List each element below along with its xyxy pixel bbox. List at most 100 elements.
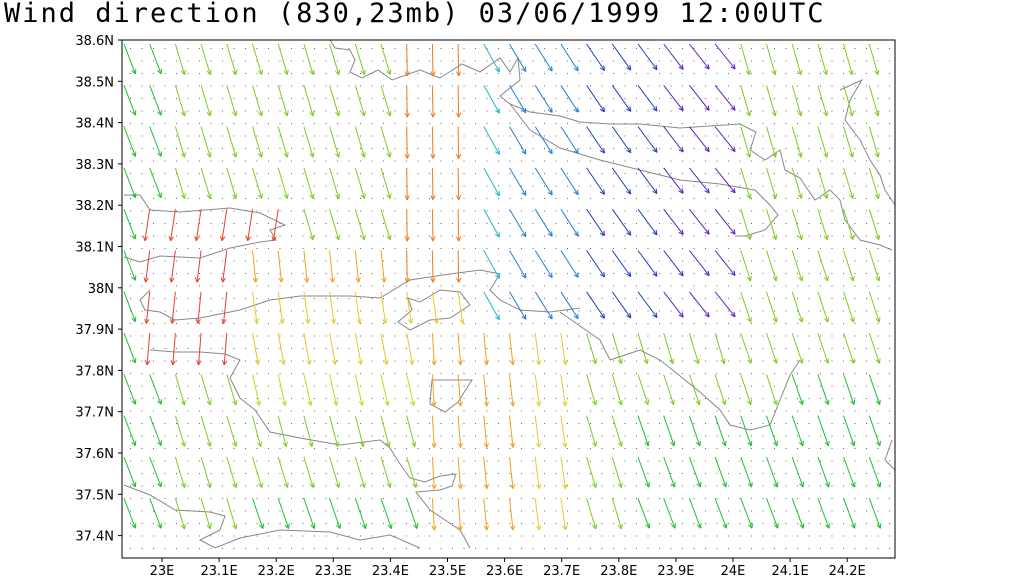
wind-arrow xyxy=(329,498,342,529)
wind-arrow xyxy=(560,167,579,196)
wind-arrow xyxy=(560,333,568,366)
wind-arrow xyxy=(123,332,137,364)
wind-arrow xyxy=(174,456,186,489)
wind-arrow xyxy=(637,332,649,365)
lon-label: 23.4E xyxy=(372,564,409,579)
coastline-east xyxy=(839,78,896,206)
wind-arrow xyxy=(586,291,605,319)
wind-arrow xyxy=(817,456,830,488)
wind-arrow xyxy=(637,250,658,277)
wind-arrow xyxy=(714,126,736,153)
lat-label: 37.4N xyxy=(75,530,114,545)
wind-arrow xyxy=(221,333,228,366)
wind-arrow xyxy=(149,43,162,75)
wind-arrow xyxy=(354,498,367,529)
wind-arrow xyxy=(817,167,829,199)
wind-arrow xyxy=(252,456,263,488)
wind-arrow xyxy=(766,374,778,406)
wind-arrow xyxy=(534,291,553,320)
wind-arrow xyxy=(791,291,804,323)
wind-arrow xyxy=(303,456,315,488)
wind-arrow xyxy=(637,374,650,406)
lon-label: 23.8E xyxy=(600,564,637,579)
wind-arrow xyxy=(817,250,829,282)
wind-arrow xyxy=(868,374,881,406)
wind-arrow xyxy=(457,415,463,448)
wind-arrow xyxy=(200,415,212,447)
wind-arrow xyxy=(714,291,736,318)
wind-arrow xyxy=(170,333,176,366)
wind-arrow xyxy=(277,250,284,283)
wind-arrow xyxy=(586,374,598,406)
map-title: Wind direction (830,23mb) 03/06/1999 12:… xyxy=(4,0,826,29)
wind-arrow xyxy=(174,167,186,199)
wind-arrow xyxy=(560,415,568,448)
lat-label: 38.4N xyxy=(75,117,114,132)
wind-arrow xyxy=(483,126,500,155)
wind-arrow xyxy=(611,374,623,406)
wind-arrow xyxy=(817,332,830,364)
wind-arrow xyxy=(843,291,855,323)
wind-arrow xyxy=(843,250,855,282)
wind-arrow xyxy=(817,126,829,158)
wind-arrow xyxy=(303,415,314,448)
wind-arrow xyxy=(611,332,623,365)
wind-arrow xyxy=(430,209,436,242)
wind-arrow xyxy=(380,85,392,117)
wind-arrow xyxy=(560,374,568,407)
lon-label: 23.5E xyxy=(429,564,466,579)
wind-arrow xyxy=(430,85,436,118)
wind-arrow xyxy=(868,126,880,158)
lat-label: 38.2N xyxy=(75,199,114,214)
wind-arrow xyxy=(611,498,623,530)
wind-arrow xyxy=(252,250,258,283)
wind-arrow xyxy=(457,498,463,531)
wind-arrow xyxy=(663,415,676,447)
wind-arrow xyxy=(560,291,579,320)
lon-label: 23.3E xyxy=(315,564,352,579)
wind-arrow xyxy=(380,456,392,488)
wind-arrow xyxy=(380,291,388,324)
wind-arrow xyxy=(817,498,830,529)
longitude-labels: 23E 23.1E 23.2E 23.3E 23.4E 23.5E 23.6E 23.7E 23… xyxy=(150,558,866,579)
wind-arrow xyxy=(354,85,366,117)
wind-arrow xyxy=(509,126,527,155)
coastline-island xyxy=(397,289,471,331)
wind-arrow xyxy=(791,126,803,158)
wind-arrow xyxy=(329,291,337,324)
coastline-peloponnese-north xyxy=(123,194,287,263)
wind-arrow xyxy=(509,415,516,448)
wind-arrow xyxy=(123,456,137,488)
wind-arrows xyxy=(123,43,882,531)
wind-arrow xyxy=(714,250,736,276)
wind-arrow xyxy=(843,85,854,117)
wind-arrow xyxy=(766,456,779,488)
wind-arrow xyxy=(329,415,340,448)
wind-arrow xyxy=(766,43,777,76)
wind-arrow xyxy=(277,167,289,199)
wind-arrow xyxy=(221,291,228,324)
wind-arrow xyxy=(586,415,598,447)
wind-arrow xyxy=(483,415,489,448)
wind-arrow xyxy=(380,250,387,283)
wind-arrow xyxy=(534,85,553,113)
lat-label: 38.6N xyxy=(75,34,114,49)
wind-arrow xyxy=(740,167,752,199)
wind-arrow xyxy=(149,498,162,529)
wind-arrow xyxy=(380,167,392,199)
wind-arrow xyxy=(868,167,880,199)
wind-arrow xyxy=(303,209,315,241)
wind-arrow xyxy=(430,43,436,77)
wind-arrow xyxy=(766,291,778,323)
wind-arrow xyxy=(843,374,856,406)
wind-arrow xyxy=(483,85,500,114)
wind-arrow xyxy=(457,456,463,490)
wind-arrow xyxy=(483,43,500,73)
wind-arrow xyxy=(194,209,202,242)
wind-arrow xyxy=(220,250,228,283)
wind-arrow xyxy=(200,43,212,76)
wind-arrow xyxy=(431,374,437,407)
wind-arrow xyxy=(766,85,777,117)
lon-label: 24.1E xyxy=(772,564,809,579)
wind-arrow xyxy=(354,291,362,324)
